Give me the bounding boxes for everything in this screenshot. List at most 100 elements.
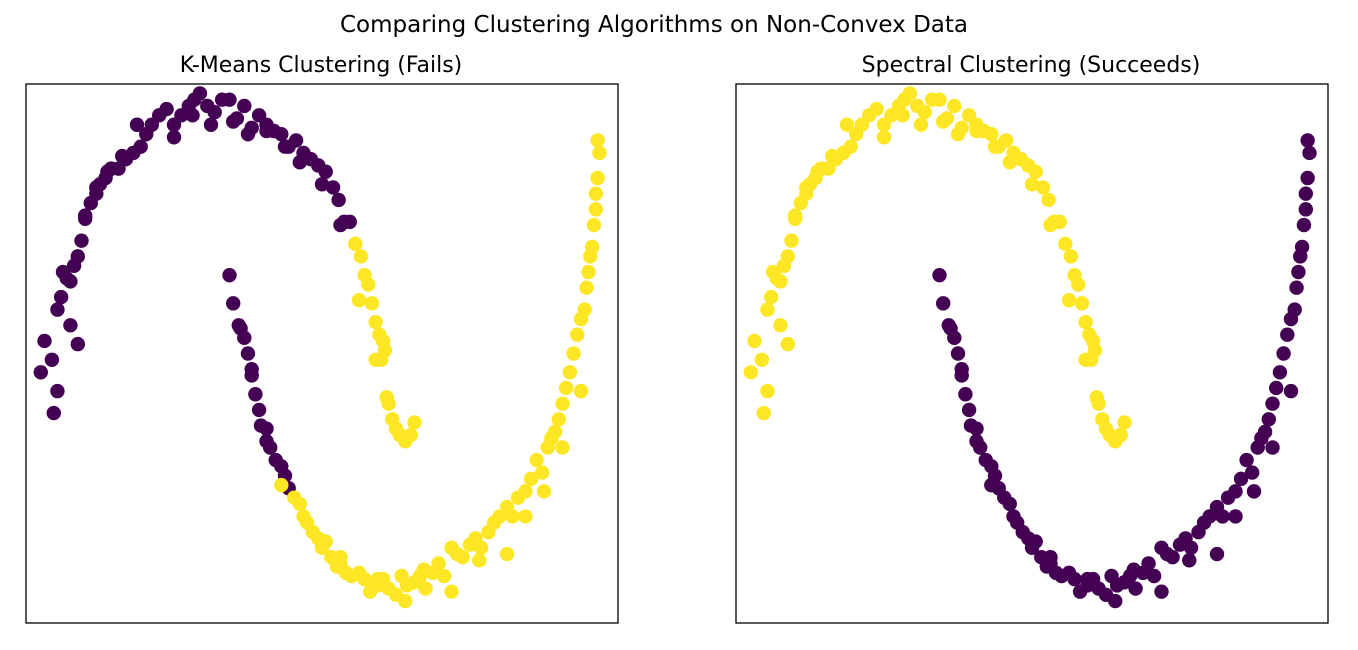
kmeans-cluster-0-point	[207, 105, 222, 120]
kmeans-cluster-0-point	[226, 114, 241, 129]
kmeans-cluster-1-point	[588, 202, 603, 217]
kmeans-cluster-0-point	[115, 148, 130, 164]
spectral-cluster-0-point	[1080, 571, 1095, 587]
spectral-cluster-0-point	[984, 477, 999, 493]
spectral-cluster-0-point	[1126, 562, 1141, 577]
kmeans-cluster-1-point	[381, 396, 396, 411]
kmeans-cluster-0-point	[50, 302, 65, 317]
spectral-cluster-0-point	[961, 402, 977, 418]
spectral-cluster-1-point	[756, 405, 771, 421]
kmeans-cluster-0-point	[53, 289, 69, 305]
kmeans-cluster-0-point	[70, 336, 86, 352]
spectral-cluster-1-point	[984, 126, 999, 142]
spectral-cluster-1-point	[987, 139, 1003, 154]
spectral-cluster-1-point	[1061, 293, 1077, 308]
kmeans-cluster-0-point	[44, 352, 60, 367]
kmeans-cluster-1-point	[505, 509, 520, 524]
spectral-cluster-1-point	[917, 105, 932, 120]
spectral-cluster-1-point	[780, 249, 795, 264]
spectral-cluster-0-point	[1028, 534, 1043, 549]
spectral-cluster-0-point	[1283, 383, 1299, 399]
kmeans-cluster-0-point	[240, 346, 256, 361]
kmeans-cluster-1-point	[416, 562, 431, 577]
spectral-cluster-1-point	[773, 318, 788, 333]
kmeans-cluster-1-point	[584, 239, 600, 255]
spectral-cluster-0-point	[1276, 346, 1291, 361]
spectral-cluster-0-point	[1043, 549, 1058, 565]
spectral-cluster-0-point	[1108, 593, 1123, 609]
spectral-panel-title: Spectral Clustering (Succeeds)	[862, 53, 1201, 78]
kmeans-cluster-0-point	[248, 387, 263, 402]
kmeans-cluster-1-point	[573, 383, 589, 399]
kmeans-cluster-0-point	[159, 101, 174, 117]
kmeans-cluster-1-point	[523, 471, 539, 487]
kmeans-cluster-1-point	[472, 553, 487, 568]
kmeans-cluster-1-point	[581, 264, 596, 280]
spectral-cluster-1-point	[799, 180, 814, 195]
kmeans-cluster-1-point	[473, 540, 489, 555]
spectral-cluster-0-point	[1209, 546, 1225, 562]
spectral-cluster-1-point	[743, 365, 758, 380]
spectral-cluster-0-point	[1165, 549, 1180, 565]
spectral-cluster-0-point	[1261, 412, 1277, 427]
kmeans-cluster-1-point	[418, 581, 433, 596]
kmeans-cluster-1-point	[348, 236, 363, 252]
kmeans-cluster-0-point	[63, 318, 78, 333]
spectral-cluster-0-point	[1269, 380, 1284, 396]
spectral-cluster-0-point	[1272, 365, 1288, 380]
spectral-cluster-0-point	[1302, 145, 1317, 161]
kmeans-cluster-0-point	[185, 108, 200, 123]
spectral-cluster-0-point	[954, 361, 969, 377]
kmeans-cluster-1-point	[361, 277, 376, 292]
kmeans-cluster-1-point	[292, 496, 307, 512]
kmeans-cluster-1-point	[377, 343, 393, 358]
kmeans-cluster-1-point	[570, 327, 585, 342]
kmeans-cluster-0-point	[129, 117, 145, 132]
kmeans-cluster-0-point	[100, 164, 115, 179]
kmeans-cluster-1-point	[534, 465, 550, 480]
kmeans-cluster-1-point	[529, 452, 544, 468]
spectral-cluster-1-point	[1087, 343, 1103, 358]
spectral-cluster-0-point	[1128, 581, 1143, 596]
spectral-cluster-0-point	[943, 321, 958, 336]
spectral-cluster-1-point	[1002, 155, 1017, 170]
spectral-cluster-0-point	[1298, 202, 1314, 217]
spectral-cluster-0-point	[1002, 496, 1017, 512]
kmeans-cluster-0-point	[222, 92, 237, 107]
kmeans-cluster-1-point	[318, 534, 333, 549]
spectral-cluster-0-point	[1291, 264, 1306, 280]
kmeans-cluster-0-point	[37, 333, 52, 349]
spectral-cluster-0-point	[932, 267, 947, 283]
spectral-cluster-1-point	[810, 164, 825, 179]
spectral-cluster-1-point	[839, 117, 855, 132]
kmeans-cluster-1-point	[333, 549, 348, 565]
kmeans-cluster-0-point	[240, 126, 256, 142]
spectral-cluster-0-point	[1296, 217, 1312, 233]
spectral-cluster-0-point	[950, 346, 966, 361]
spectral-cluster-1-point	[998, 133, 1014, 148]
kmeans-cluster-0-point	[325, 180, 341, 195]
kmeans-cluster-0-point	[237, 98, 252, 114]
spectral-cluster-1-point	[895, 108, 910, 123]
spectral-cluster-0-point	[969, 421, 984, 436]
figure-suptitle: Comparing Clustering Algorithms on Non-C…	[340, 12, 968, 38]
kmeans-cluster-1-point	[274, 477, 289, 493]
spectral-cluster-1-point	[825, 148, 840, 164]
kmeans-cluster-0-point	[133, 139, 148, 154]
spectral-points	[743, 86, 1317, 609]
spectral-cluster-0-point	[1183, 540, 1199, 555]
spectral-cluster-1-point	[1063, 249, 1079, 264]
spectral-cluster-1-point	[780, 336, 795, 352]
spectral-cluster-0-point	[1246, 484, 1262, 499]
spectral-cluster-0-point	[1228, 484, 1243, 499]
spectral-cluster-1-point	[763, 289, 779, 305]
spectral-cluster-1-point	[760, 302, 775, 317]
kmeans-cluster-1-point	[590, 170, 605, 186]
spectral-cluster-0-point	[1289, 280, 1304, 295]
spectral-cluster-0-point	[958, 387, 973, 402]
spectral-cluster-1-point	[843, 139, 858, 154]
spectral-cluster-1-point	[1078, 352, 1093, 367]
spectral-cluster-1-point	[950, 126, 966, 142]
spectral-cluster-0-point	[1239, 452, 1254, 468]
